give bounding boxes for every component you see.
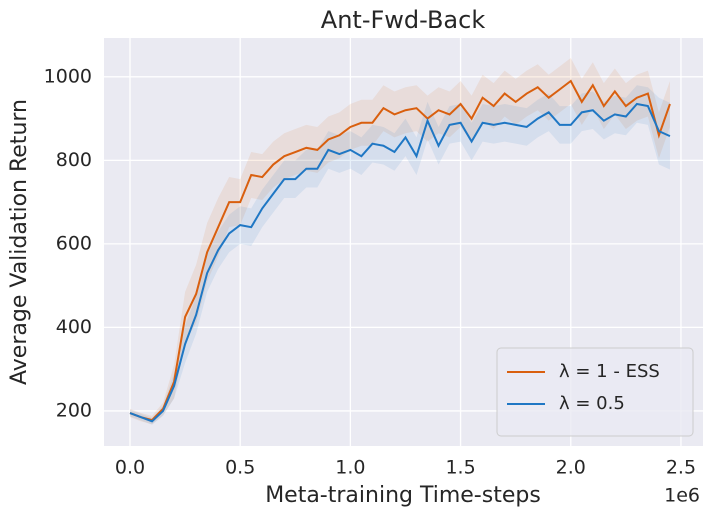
x-tick-label: 0.5 <box>225 457 255 479</box>
legend-label: λ = 1 - ESS <box>559 361 660 382</box>
y-axis-label: Average Validation Return <box>7 99 32 385</box>
series-line <box>129 102 671 423</box>
x-offset-label: 1e6 <box>664 485 700 507</box>
x-tick-label: 0.0 <box>115 457 145 479</box>
y-tick-label: 800 <box>56 149 92 171</box>
x-tick-label: 1.5 <box>445 457 475 479</box>
legend-label: λ = 0.5 <box>559 393 625 414</box>
x-tick-label: 1.0 <box>335 457 365 479</box>
y-tick-label: 1000 <box>44 65 92 87</box>
legend-box <box>496 347 694 437</box>
x-tick-label: 2.5 <box>666 457 696 479</box>
y-tick-label: 400 <box>56 316 92 338</box>
series-line <box>129 79 671 422</box>
y-tick-label: 600 <box>56 232 92 254</box>
confidence-band <box>130 85 670 425</box>
x-tick-label: 2.0 <box>556 457 586 479</box>
y-tick-label: 200 <box>56 399 92 421</box>
confidence-band <box>130 58 670 425</box>
chart-title: Ant-Fwd-Back <box>321 6 486 34</box>
x-axis-label: Meta-training Time-steps <box>265 483 541 508</box>
